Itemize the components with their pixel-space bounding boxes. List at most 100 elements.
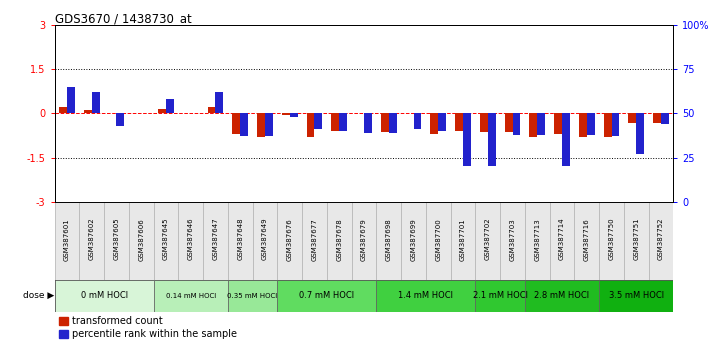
Bar [376, 202, 401, 280]
Text: GSM387677: GSM387677 [312, 218, 317, 261]
Bar [554, 113, 562, 134]
Bar [381, 113, 389, 132]
Text: GSM387646: GSM387646 [188, 218, 194, 261]
Bar [228, 202, 253, 280]
Bar [604, 113, 612, 137]
Text: GSM387714: GSM387714 [559, 218, 565, 261]
Bar [282, 113, 290, 115]
Bar [430, 113, 438, 134]
Bar [364, 113, 372, 133]
Bar [649, 202, 673, 280]
Bar [628, 113, 636, 123]
Text: GSM387676: GSM387676 [287, 218, 293, 261]
Bar [587, 113, 595, 135]
Bar [158, 109, 166, 113]
Bar [426, 202, 451, 280]
Text: GSM387699: GSM387699 [411, 218, 416, 261]
Text: GSM387713: GSM387713 [534, 218, 540, 261]
Bar [525, 202, 550, 280]
Bar [154, 202, 178, 280]
Bar [116, 113, 124, 126]
Text: 0.7 mM HOCl: 0.7 mM HOCl [299, 291, 355, 300]
Bar [290, 113, 298, 117]
Bar [306, 113, 314, 137]
Text: GSM387679: GSM387679 [361, 218, 367, 261]
Bar [529, 113, 537, 137]
Text: GSM387752: GSM387752 [658, 218, 664, 261]
Bar [653, 113, 661, 123]
Bar [475, 202, 500, 280]
Text: GSM387750: GSM387750 [609, 218, 614, 261]
Bar [55, 202, 79, 280]
Bar [612, 113, 620, 136]
Text: dose ▶: dose ▶ [23, 291, 55, 300]
Text: GSM387605: GSM387605 [114, 218, 119, 261]
Bar [84, 110, 92, 113]
Text: GSM387702: GSM387702 [485, 218, 491, 261]
Bar [599, 280, 673, 312]
Bar [302, 202, 327, 280]
Bar [636, 113, 644, 154]
Bar [500, 202, 525, 280]
Text: GSM387701: GSM387701 [460, 218, 466, 261]
Bar [59, 107, 67, 113]
Text: GSM387700: GSM387700 [435, 218, 441, 261]
Bar [265, 113, 273, 136]
Text: GSM387751: GSM387751 [633, 218, 639, 261]
Bar [455, 113, 463, 131]
Bar [438, 113, 446, 131]
Bar [579, 113, 587, 137]
Bar [550, 202, 574, 280]
Text: GSM387649: GSM387649 [262, 218, 268, 261]
Text: GSM387678: GSM387678 [336, 218, 342, 261]
Bar [178, 202, 203, 280]
Bar [277, 202, 302, 280]
Bar [79, 202, 104, 280]
Bar [480, 113, 488, 132]
Text: GDS3670 / 1438730_at: GDS3670 / 1438730_at [55, 12, 191, 25]
Bar [562, 113, 570, 166]
Text: 0.14 mM HOCl: 0.14 mM HOCl [165, 293, 216, 298]
Bar [92, 92, 100, 113]
Bar [624, 202, 649, 280]
Bar [314, 113, 323, 129]
Bar [207, 107, 215, 113]
Bar [513, 113, 521, 135]
Text: 2.1 mM HOCl: 2.1 mM HOCl [472, 291, 528, 300]
Text: GSM387648: GSM387648 [237, 218, 243, 261]
Bar [327, 202, 352, 280]
Bar [451, 202, 475, 280]
Text: GSM387716: GSM387716 [584, 218, 590, 261]
Bar [414, 113, 422, 129]
Bar [389, 113, 397, 133]
Bar [215, 92, 223, 113]
Bar [203, 202, 228, 280]
Text: 0 mM HOCl: 0 mM HOCl [81, 291, 127, 300]
Bar [67, 87, 75, 113]
Text: GSM387698: GSM387698 [386, 218, 392, 261]
Bar [277, 280, 376, 312]
Bar [352, 202, 376, 280]
Bar [488, 113, 496, 166]
Bar [475, 280, 525, 312]
Bar [154, 280, 228, 312]
Text: 1.4 mM HOCl: 1.4 mM HOCl [398, 291, 454, 300]
Text: 2.8 mM HOCl: 2.8 mM HOCl [534, 291, 590, 300]
Bar [253, 202, 277, 280]
Text: 3.5 mM HOCl: 3.5 mM HOCl [609, 291, 664, 300]
Bar [599, 202, 624, 280]
Bar [240, 113, 248, 136]
Text: GSM387602: GSM387602 [89, 218, 95, 261]
Text: GSM387647: GSM387647 [213, 218, 218, 261]
Bar [376, 280, 475, 312]
Bar [129, 202, 154, 280]
Bar [331, 113, 339, 131]
Text: GSM387601: GSM387601 [64, 218, 70, 261]
Bar [463, 113, 471, 166]
Bar [232, 113, 240, 134]
Text: 0.35 mM HOCl: 0.35 mM HOCl [227, 293, 278, 298]
Bar [574, 202, 599, 280]
Bar [525, 280, 599, 312]
Text: GSM387703: GSM387703 [510, 218, 515, 261]
Bar [55, 280, 154, 312]
